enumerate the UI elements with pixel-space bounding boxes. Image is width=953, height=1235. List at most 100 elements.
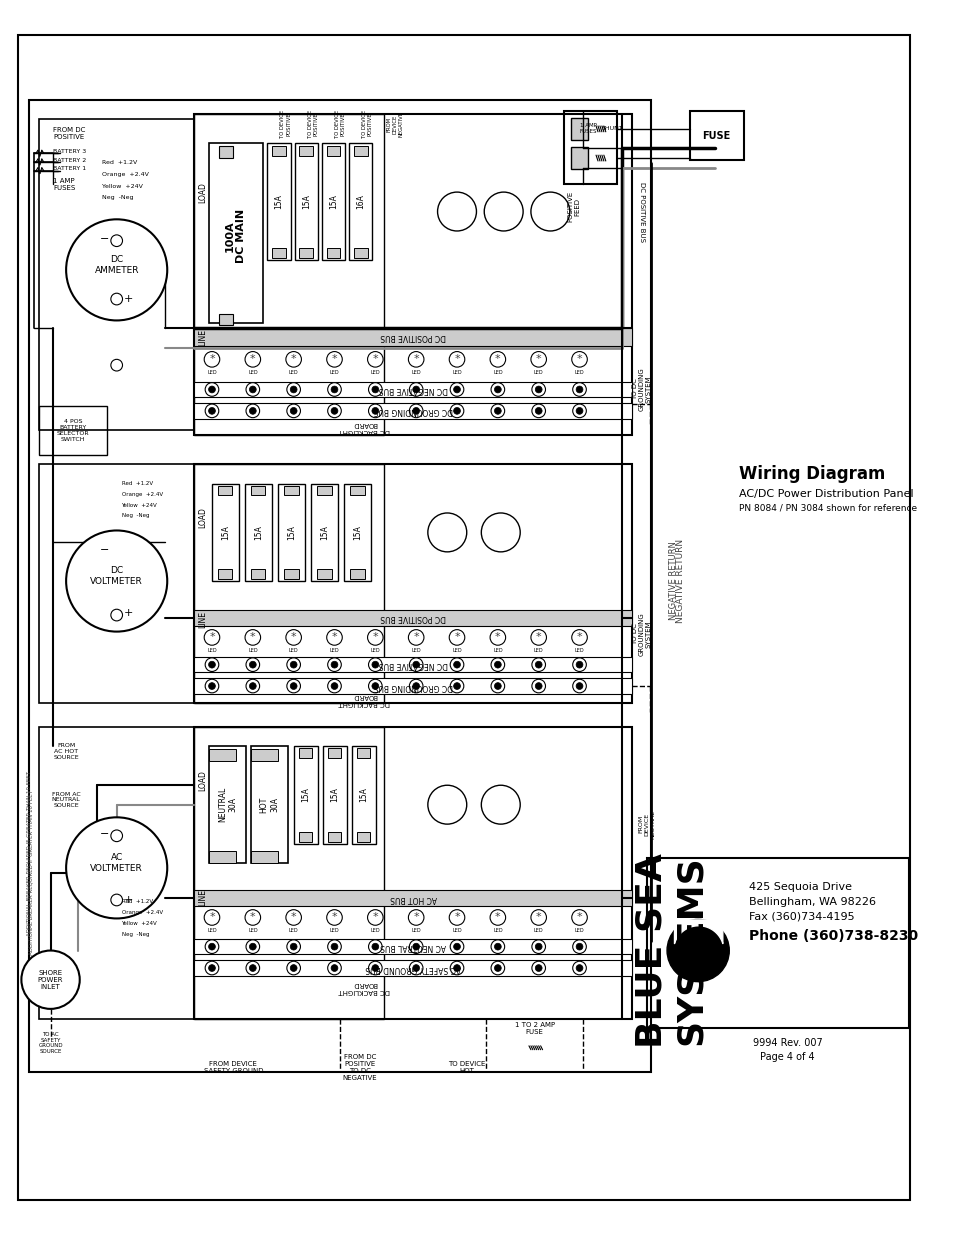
Bar xyxy=(278,484,305,580)
Circle shape xyxy=(205,961,218,974)
Text: DC POSITIVE BUS: DC POSITIVE BUS xyxy=(380,614,446,622)
Bar xyxy=(251,569,265,579)
Circle shape xyxy=(326,630,342,645)
Text: BATTERY 2: BATTERY 2 xyxy=(53,158,87,163)
Circle shape xyxy=(286,910,301,925)
Text: TO DEVICE
POSITIVE: TO DEVICE POSITIVE xyxy=(280,110,291,138)
Circle shape xyxy=(572,383,586,396)
Text: *: * xyxy=(332,632,337,642)
Text: Neg  -Neg: Neg -Neg xyxy=(121,514,149,519)
Text: AC SAFETY GROUND BUS: AC SAFETY GROUND BUS xyxy=(365,963,460,972)
Circle shape xyxy=(532,383,545,396)
Circle shape xyxy=(367,630,383,645)
Bar xyxy=(209,851,236,863)
Circle shape xyxy=(408,910,423,925)
Circle shape xyxy=(372,683,378,689)
Text: DC BACKLIGHT
BOARD: DC BACKLIGHT BOARD xyxy=(338,421,390,433)
Text: LED: LED xyxy=(411,370,420,375)
Text: 16A: 16A xyxy=(355,194,365,209)
Circle shape xyxy=(409,383,422,396)
Circle shape xyxy=(494,965,500,972)
Circle shape xyxy=(535,661,541,668)
Text: DC BACKLIGHT
BOARD: DC BACKLIGHT BOARD xyxy=(338,981,390,994)
Circle shape xyxy=(449,352,464,367)
Text: *: * xyxy=(577,632,581,642)
Text: LED: LED xyxy=(493,370,502,375)
Text: *: * xyxy=(209,913,214,923)
Text: LED: LED xyxy=(574,927,584,932)
Circle shape xyxy=(450,961,463,974)
Circle shape xyxy=(372,661,378,668)
Circle shape xyxy=(246,658,259,672)
Text: DC BACKLIGHT
BOARD: DC BACKLIGHT BOARD xyxy=(338,693,390,706)
Bar xyxy=(39,119,199,430)
Circle shape xyxy=(576,387,582,393)
Bar xyxy=(209,746,246,863)
Text: 9994 Rev. 007: 9994 Rev. 007 xyxy=(752,1037,821,1049)
Circle shape xyxy=(494,683,500,689)
Circle shape xyxy=(249,944,256,950)
Circle shape xyxy=(450,658,463,672)
Circle shape xyxy=(327,940,341,953)
Text: *: * xyxy=(577,354,581,364)
Circle shape xyxy=(287,679,300,693)
Text: Orange  +2.4V: Orange +2.4V xyxy=(121,910,163,915)
Text: 15A: 15A xyxy=(300,788,310,803)
Text: AC HOT BUS: AC HOT BUS xyxy=(390,894,436,903)
Text: Red  +1.2V: Red +1.2V xyxy=(121,482,152,487)
Text: *: * xyxy=(332,913,337,923)
Bar xyxy=(267,143,291,261)
Text: TO DC
GROUNDING
SYSTEM: TO DC GROUNDING SYSTEM xyxy=(631,613,651,656)
Bar xyxy=(284,485,298,495)
Text: LOAD: LOAD xyxy=(197,769,207,790)
Text: Red  +1.2V: Red +1.2V xyxy=(102,161,137,165)
Circle shape xyxy=(531,352,546,367)
Bar xyxy=(354,248,367,258)
Circle shape xyxy=(246,404,259,417)
Text: LED: LED xyxy=(370,370,379,375)
Circle shape xyxy=(531,193,569,231)
Bar xyxy=(194,890,632,905)
Text: *: * xyxy=(577,913,581,923)
Bar xyxy=(194,961,632,976)
Text: *: * xyxy=(413,354,418,364)
Text: NEGATIVE RETURN: NEGATIVE RETURN xyxy=(676,538,684,624)
Circle shape xyxy=(245,352,260,367)
Circle shape xyxy=(450,940,463,953)
Circle shape xyxy=(413,944,419,950)
Circle shape xyxy=(413,683,419,689)
Circle shape xyxy=(290,944,296,950)
Text: FROM DEVICE
SAFETY GROUND: FROM DEVICE SAFETY GROUND xyxy=(203,1061,263,1073)
Circle shape xyxy=(571,630,587,645)
Text: 100A
DC MAIN: 100A DC MAIN xyxy=(224,209,246,263)
Circle shape xyxy=(409,404,422,417)
Bar xyxy=(294,143,317,261)
Bar xyxy=(570,119,588,140)
Circle shape xyxy=(531,630,546,645)
Text: Yellow  +24V: Yellow +24V xyxy=(121,503,157,508)
Circle shape xyxy=(209,387,215,393)
Bar xyxy=(352,746,375,844)
Circle shape xyxy=(249,408,256,414)
Circle shape xyxy=(111,293,122,305)
Bar xyxy=(316,569,332,579)
Text: *: * xyxy=(413,913,418,923)
Circle shape xyxy=(535,387,541,393)
Text: LED: LED xyxy=(207,370,216,375)
Circle shape xyxy=(205,383,218,396)
Text: +: + xyxy=(124,895,132,905)
Text: BATTERY 3: BATTERY 3 xyxy=(53,148,87,153)
Text: *: * xyxy=(332,354,337,364)
Bar xyxy=(251,746,288,863)
Circle shape xyxy=(413,408,419,414)
Bar xyxy=(245,484,272,580)
Text: LED: LED xyxy=(452,370,461,375)
Text: LED: LED xyxy=(493,647,502,652)
Text: TO DEVICE
POSITIVE: TO DEVICE POSITIVE xyxy=(362,110,373,138)
Circle shape xyxy=(245,910,260,925)
Text: TO DC
GROUNDING
SYSTEM: TO DC GROUNDING SYSTEM xyxy=(631,368,651,411)
Bar xyxy=(356,832,370,841)
Text: *: * xyxy=(209,354,214,364)
Circle shape xyxy=(535,944,541,950)
Circle shape xyxy=(494,944,500,950)
